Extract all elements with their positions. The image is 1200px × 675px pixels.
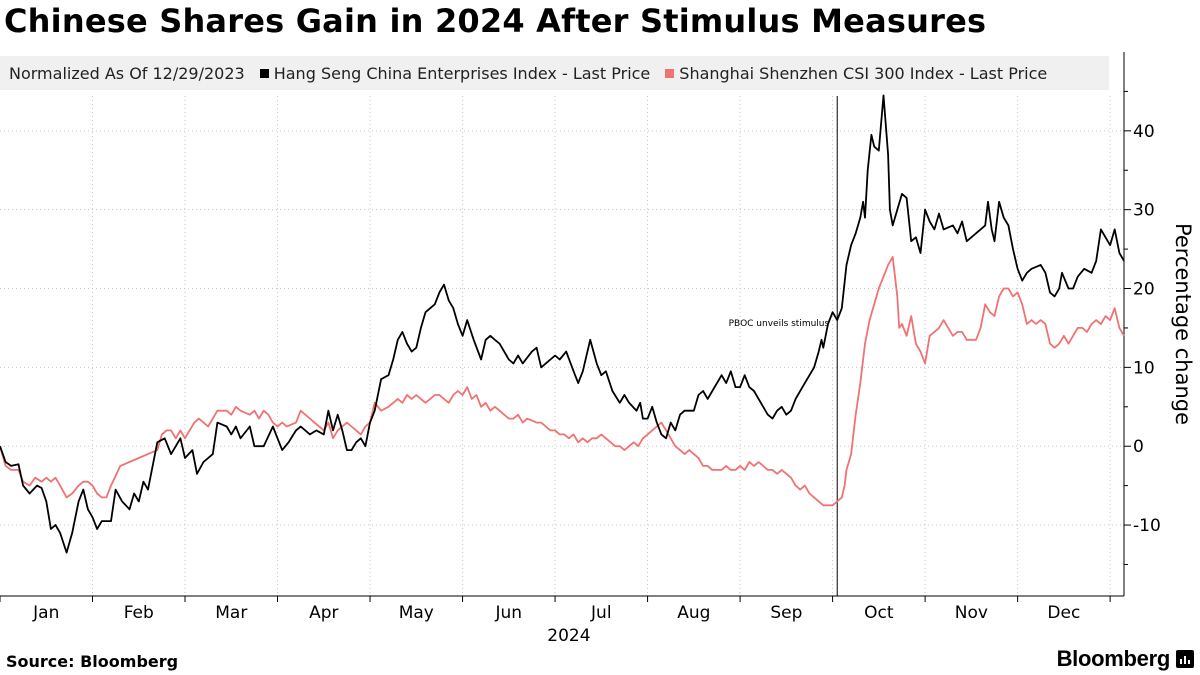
series-line-hscei	[0, 94, 1125, 554]
x-tick-label: Jun	[495, 603, 523, 623]
legend-label-csi300: Shanghai Shenzhen CSI 300 Index - Last P…	[679, 63, 1048, 83]
brand: Bloomberg	[1057, 646, 1194, 672]
x-axis-title: 2024	[547, 626, 590, 646]
legend: Normalized As Of 12/29/2023 Hang Seng Ch…	[0, 56, 1109, 90]
x-tick-label: Feb	[124, 603, 154, 623]
brand-logo-text: Bloomberg	[1056, 646, 1171, 671]
x-tick-label: May	[399, 603, 434, 623]
bloomberg-logo-icon	[1176, 650, 1194, 668]
y-tick-label: -10	[1133, 516, 1161, 536]
x-tick-label: Apr	[309, 603, 338, 623]
y-tick-label: 30	[1133, 201, 1155, 221]
chart-title: Chinese Shares Gain in 2024 After Stimul…	[4, 2, 987, 40]
y-tick-label: 10	[1133, 358, 1155, 378]
x-tick-label: Oct	[864, 603, 894, 623]
x-tick-label: Mar	[215, 603, 247, 623]
y-axis-title: Percentage change	[1171, 223, 1195, 425]
x-tick-label: Dec	[1047, 603, 1080, 623]
y-tick-label: 40	[1133, 122, 1155, 142]
legend-note: Normalized As Of 12/29/2023	[9, 63, 245, 83]
legend-item-csi300: Shanghai Shenzhen CSI 300 Index - Last P…	[665, 64, 1047, 83]
legend-label-hscei: Hang Seng China Enterprises Index - Last…	[273, 63, 651, 83]
legend-item-hscei: Hang Seng China Enterprises Index - Last…	[259, 63, 651, 83]
source-note: Source: Bloomberg	[6, 652, 179, 671]
legend-swatch-hscei	[259, 68, 269, 78]
x-tick-label: Nov	[955, 603, 988, 623]
x-tick-label: Sep	[770, 603, 802, 623]
x-tick-label: Aug	[677, 603, 710, 623]
y-tick-label: 20	[1133, 280, 1155, 300]
x-tick-label: Jan	[32, 603, 59, 623]
legend-swatch-csi300	[665, 68, 675, 78]
annotation-label: PBOC unveils stimulus	[729, 319, 830, 329]
x-tick-label: Jul	[590, 603, 612, 623]
y-tick-label: 0	[1133, 437, 1144, 457]
series-line-csi300	[0, 256, 1125, 507]
